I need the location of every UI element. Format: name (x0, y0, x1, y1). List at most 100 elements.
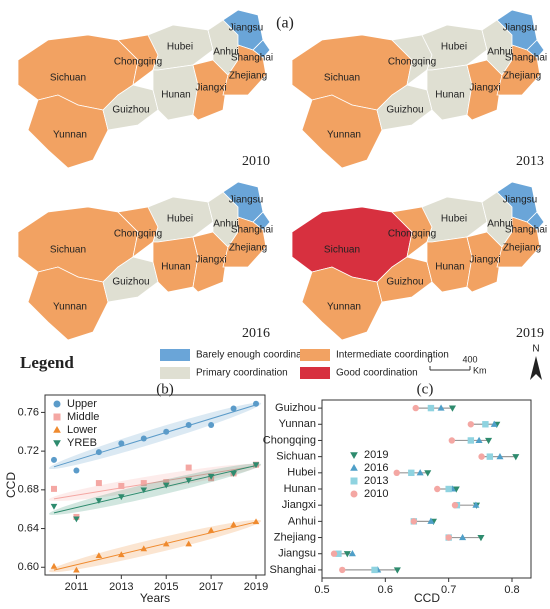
point (343, 551, 351, 558)
point (451, 501, 459, 509)
point (252, 518, 260, 525)
point (95, 552, 103, 559)
province-label: Shanghai (505, 225, 547, 236)
y-tick-label: 0.76 (18, 406, 39, 418)
province-label: Jiangxi (469, 83, 500, 94)
point (73, 467, 80, 474)
legend-title: Legend (20, 353, 74, 372)
point (207, 473, 215, 480)
point (95, 498, 103, 504)
province-label: Jiangxi (195, 255, 226, 266)
panel-label: (c) (417, 381, 434, 397)
point (140, 480, 147, 487)
province (222, 216, 267, 268)
point (95, 449, 102, 456)
province-label: Anhui (213, 47, 239, 58)
y-axis-label: CCD (4, 472, 18, 498)
point (445, 485, 452, 493)
legend-label: Intermediate coordination (336, 350, 449, 361)
point (448, 437, 456, 444)
legend-marker (350, 452, 358, 460)
point (482, 421, 489, 428)
legend-label: 2010 (364, 488, 388, 500)
province (222, 44, 267, 96)
point (445, 534, 452, 541)
province-label: Zhejiang (229, 243, 267, 254)
point (163, 479, 170, 486)
province (27, 94, 109, 169)
map-year: 2010 (242, 154, 270, 169)
point (490, 420, 498, 427)
point (467, 437, 475, 444)
plot-frame (321, 399, 532, 579)
y-tick-label: 0.60 (18, 561, 39, 573)
point (512, 454, 520, 461)
point (424, 470, 432, 477)
legend-swatch (300, 367, 330, 379)
point (427, 517, 435, 524)
point (118, 551, 125, 558)
north-label: N (532, 344, 539, 355)
point (162, 540, 170, 547)
point (118, 440, 125, 447)
province-label: Jiangsu (503, 195, 537, 206)
map-year: 2016 (242, 326, 270, 341)
point (330, 550, 338, 557)
plot-frame (44, 394, 266, 576)
north-arrow (530, 356, 542, 380)
panel-label: (a) (276, 15, 294, 32)
point (162, 482, 170, 489)
province-label: Chongqing (114, 229, 162, 240)
y-tick-label: Jiangxi (282, 499, 316, 511)
panel-label: (b) (156, 381, 174, 397)
y-tick-label: 0.72 (18, 445, 39, 457)
province-label: Guizhou (386, 105, 423, 116)
province (301, 94, 383, 169)
point (50, 503, 58, 510)
legend-label: YREB (67, 437, 97, 449)
point (140, 487, 148, 494)
legend-label: 2019 (364, 449, 388, 461)
y-tick-label: Chongqing (263, 434, 316, 446)
province-label: Hubei (441, 214, 467, 225)
legend-swatch (160, 367, 190, 379)
point (73, 566, 80, 573)
province-label: Sichuan (324, 73, 360, 84)
map: Sichuan Yunnan Chongqing Guizhou Hubei Hunan J… (17, 181, 273, 341)
province-label: Yunnan (327, 130, 361, 141)
x-tick-label: 2011 (65, 581, 89, 593)
point (208, 422, 215, 428)
point (412, 404, 419, 412)
province-label: Jiangxi (195, 83, 226, 94)
y-tick-label: Jiangsu (278, 548, 316, 560)
x-tick-label: 2013 (109, 581, 133, 593)
province-label: Sichuan (324, 245, 360, 256)
point (185, 477, 192, 484)
province-label: Sichuan (50, 73, 86, 84)
province-label: Chongqing (114, 57, 162, 68)
x-tick-label: 0.6 (378, 584, 393, 596)
legend-label: 2016 (364, 462, 388, 474)
trend-line (53, 465, 257, 514)
y-tick-label: Yunnan (279, 418, 316, 430)
scale-label: 400 (462, 354, 477, 364)
point (73, 516, 80, 523)
province-label: Shanghai (231, 225, 273, 236)
point (477, 534, 485, 542)
province-label: Zhejiang (503, 243, 541, 254)
province-label: Guizhou (112, 105, 149, 116)
y-tick-label: Hunan (284, 483, 316, 495)
point (408, 469, 415, 477)
point (335, 550, 342, 557)
point (393, 469, 400, 477)
province (496, 44, 541, 96)
legend-marker (53, 400, 61, 408)
point (50, 485, 57, 492)
point (472, 501, 480, 508)
scale-unit: Km (473, 365, 487, 375)
point (185, 464, 192, 471)
legend-label: Primary coordination (196, 368, 288, 379)
point (230, 405, 237, 412)
point (50, 456, 57, 463)
